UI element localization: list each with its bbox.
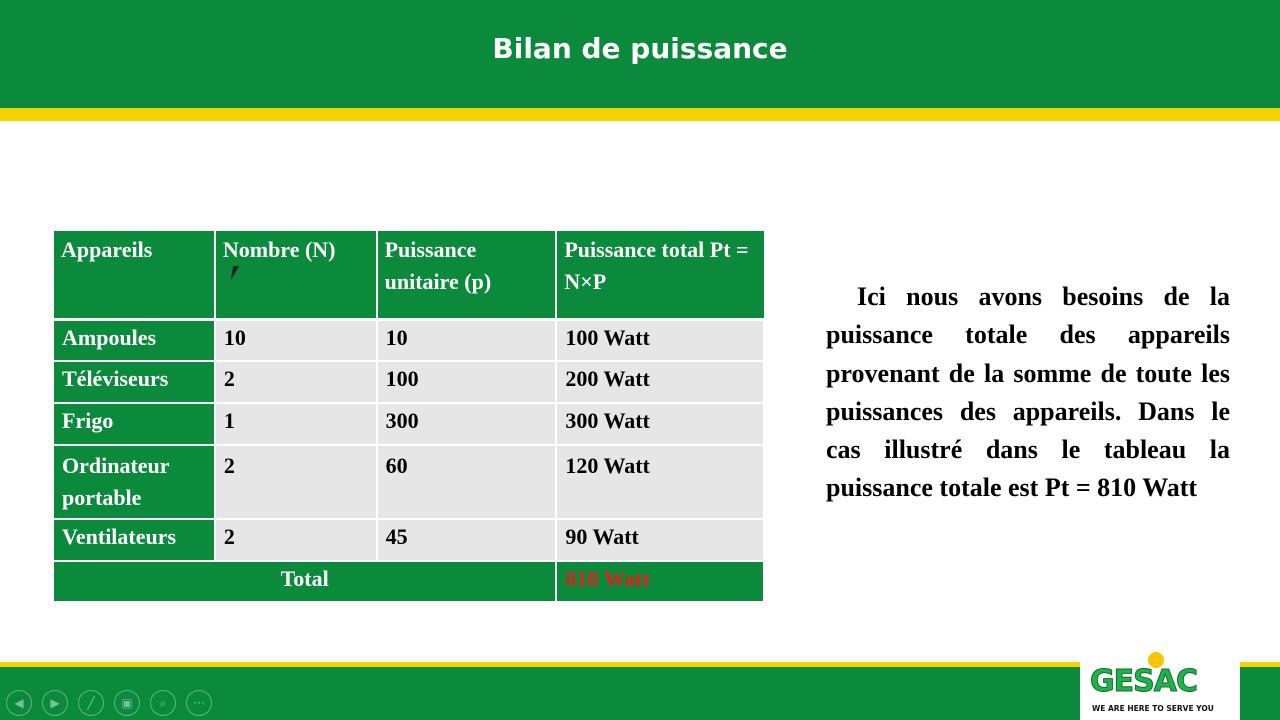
sun-icon xyxy=(1148,652,1164,668)
cell: 1 xyxy=(214,403,378,446)
table-row: Téléviseurs 2 100 200 Watt xyxy=(54,361,765,404)
header-stripe xyxy=(0,108,1280,121)
next-icon[interactable]: ▶ xyxy=(42,690,68,716)
power-table: Appareils Nombre (N) Puissance unitaire … xyxy=(54,231,765,603)
table-row: Ventilateurs 2 45 90 Watt xyxy=(54,519,765,562)
cell: 120 Watt xyxy=(556,445,765,520)
table-row: Ampoules 10 10 100 Watt xyxy=(54,319,765,362)
cell: 60 xyxy=(376,445,558,520)
cell: Téléviseurs xyxy=(54,361,216,404)
total-value: 810 Watt xyxy=(556,561,765,603)
cell: 200 Watt xyxy=(556,361,765,404)
table-header: Appareils Nombre (N) Puissance unitaire … xyxy=(54,231,764,321)
cell: 100 Watt xyxy=(556,319,765,362)
total-label: Total xyxy=(54,561,558,603)
explanation-text: Ici nous avons besoins de la puissance t… xyxy=(826,282,1230,503)
cell: 90 Watt xyxy=(556,519,765,562)
cell: 300 xyxy=(376,403,558,446)
cell: Ventilateurs xyxy=(54,519,216,562)
zoom-icon[interactable]: ⌕ xyxy=(150,690,176,716)
col-header: Appareils xyxy=(54,231,216,321)
cell: 10 xyxy=(376,319,558,362)
logo-wordmark: GESAC xyxy=(1090,664,1199,700)
cell: 2 xyxy=(214,361,378,404)
footer-bar xyxy=(0,667,1280,720)
total-row: Total 810 Watt xyxy=(54,561,765,603)
slides-icon[interactable]: ▣ xyxy=(114,690,140,716)
more-icon[interactable]: ··· xyxy=(186,690,212,716)
cell: 45 xyxy=(376,519,558,562)
table-row: Ordinateur portable 2 60 120 Watt xyxy=(54,445,765,520)
cell: Ordinateur portable xyxy=(54,445,216,520)
cell: 2 xyxy=(214,445,378,520)
cell: Ampoules xyxy=(54,319,216,362)
footer-stripe xyxy=(0,662,1280,667)
previous-icon[interactable]: ◀ xyxy=(6,690,32,716)
cell: 10 xyxy=(214,319,378,362)
col-header: Puissance total Pt = N×P xyxy=(556,231,764,321)
slide-title: Bilan de puissance xyxy=(492,32,788,65)
header-bar xyxy=(0,0,1280,108)
col-header: Nombre (N) xyxy=(214,231,378,321)
logo-tagline: WE ARE HERE TO SERVE YOU xyxy=(1092,704,1214,713)
cell: 2 xyxy=(214,519,378,562)
table-row: Frigo 1 300 300 Watt xyxy=(54,403,765,446)
pen-icon[interactable]: ╱ xyxy=(78,690,104,716)
slideshow-controls: ◀ ▶ ╱ ▣ ⌕ ··· xyxy=(6,690,212,716)
cell: 100 xyxy=(376,361,558,404)
gesac-logo: GESAC WE ARE HERE TO SERVE YOU xyxy=(1080,652,1240,720)
cell: Frigo xyxy=(54,403,216,446)
cell: 300 Watt xyxy=(556,403,765,446)
col-header: Puissance unitaire (p) xyxy=(376,231,558,321)
